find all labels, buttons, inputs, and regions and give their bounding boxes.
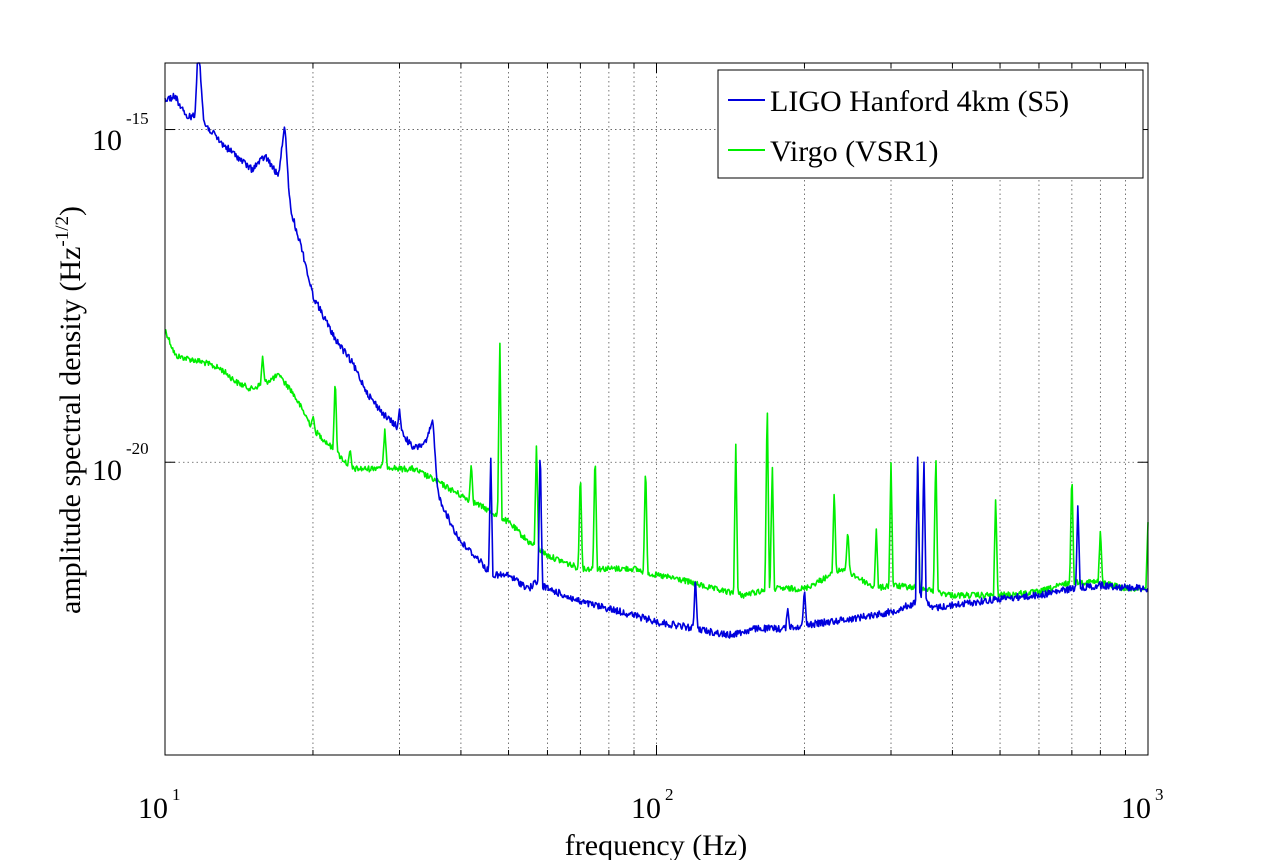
- x-tick-label-2: 10 3: [1121, 785, 1164, 825]
- legend: LIGO Hanford 4km (S5) Virgo (VSR1): [717, 69, 1144, 179]
- x-tick-label-1: 10 2: [631, 785, 674, 825]
- ticks: [165, 63, 1148, 755]
- svg-text:1: 1: [172, 785, 181, 804]
- x-axis-label: frequency (Hz): [565, 829, 747, 860]
- svg-text:2: 2: [665, 785, 674, 804]
- y-axis-label: amplitude spectral density (Hz-1/2): [52, 206, 87, 614]
- svg-text:-20: -20: [126, 439, 149, 458]
- svg-text:10: 10: [92, 124, 122, 157]
- svg-text:-15: -15: [126, 109, 149, 128]
- svg-text:10: 10: [138, 792, 168, 825]
- svg-text:10: 10: [92, 454, 122, 487]
- svg-text:3: 3: [1155, 785, 1164, 804]
- grid: [165, 63, 1148, 755]
- legend-box: [717, 69, 1144, 179]
- x-tick-label-0: 10 1: [138, 785, 181, 825]
- series-layer: [164, 62, 1149, 639]
- series-line-virgo: [164, 329, 1149, 599]
- legend-label-ligo: LIGO Hanford 4km (S5): [770, 85, 1069, 118]
- y-tick-label-1: 10 -20: [92, 439, 149, 487]
- svg-text:10: 10: [1121, 792, 1151, 825]
- series-line-ligo: [164, 62, 1149, 639]
- svg-text:amplitude spectral density (Hz: amplitude spectral density (Hz-1/2): [52, 206, 87, 614]
- svg-text:10: 10: [631, 792, 661, 825]
- legend-label-virgo: Virgo (VSR1): [770, 135, 939, 168]
- y-tick-label-0: 10 -15: [92, 109, 149, 157]
